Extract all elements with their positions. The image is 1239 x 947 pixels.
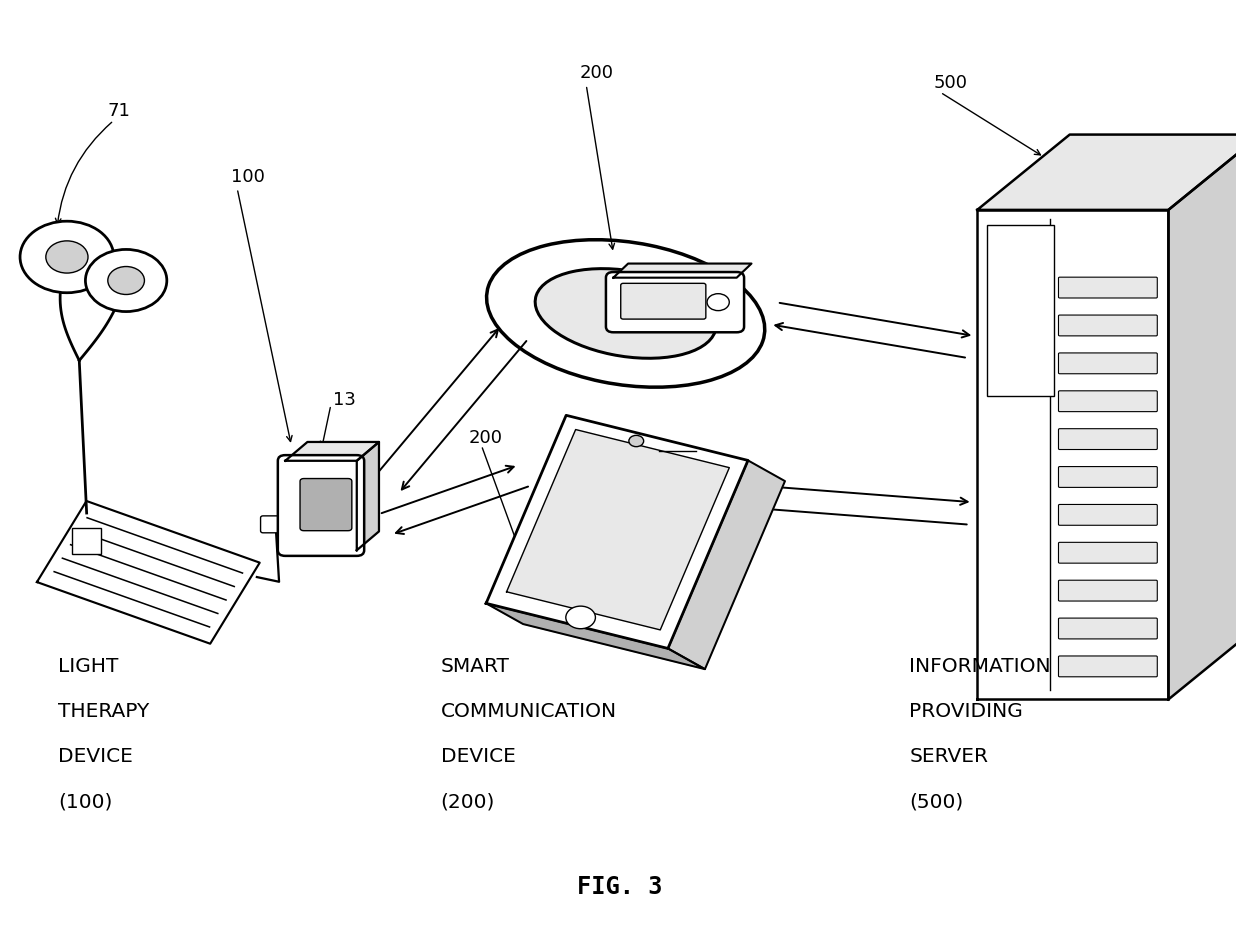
- Text: COMMUNICATION: COMMUNICATION: [441, 703, 617, 722]
- FancyBboxPatch shape: [1058, 315, 1157, 336]
- Circle shape: [108, 266, 145, 295]
- FancyBboxPatch shape: [1058, 429, 1157, 450]
- Polygon shape: [486, 416, 748, 649]
- FancyBboxPatch shape: [1058, 581, 1157, 601]
- Polygon shape: [357, 442, 379, 550]
- Text: 500: 500: [934, 74, 968, 92]
- Circle shape: [20, 222, 114, 293]
- FancyBboxPatch shape: [278, 456, 364, 556]
- Ellipse shape: [487, 240, 764, 387]
- Circle shape: [707, 294, 730, 311]
- FancyBboxPatch shape: [1058, 277, 1157, 298]
- Circle shape: [629, 436, 643, 447]
- Text: 71: 71: [108, 102, 130, 120]
- Polygon shape: [37, 501, 260, 644]
- Text: (200): (200): [441, 793, 496, 812]
- FancyBboxPatch shape: [1058, 618, 1157, 639]
- FancyBboxPatch shape: [621, 283, 706, 319]
- Text: FIG. 3: FIG. 3: [576, 875, 663, 899]
- Text: INFORMATION: INFORMATION: [909, 657, 1051, 676]
- Circle shape: [566, 606, 596, 629]
- Ellipse shape: [535, 269, 716, 358]
- Polygon shape: [668, 460, 786, 670]
- Text: 200: 200: [470, 429, 503, 447]
- FancyBboxPatch shape: [1058, 505, 1157, 526]
- Text: THERAPY: THERAPY: [58, 703, 150, 722]
- Text: 200: 200: [580, 64, 615, 82]
- FancyBboxPatch shape: [300, 478, 352, 530]
- Text: SERVER: SERVER: [909, 747, 989, 766]
- FancyBboxPatch shape: [1058, 467, 1157, 488]
- Text: DEVICE: DEVICE: [441, 747, 515, 766]
- FancyBboxPatch shape: [606, 272, 745, 332]
- Polygon shape: [507, 430, 730, 630]
- Polygon shape: [978, 134, 1239, 210]
- Text: 13: 13: [333, 391, 357, 409]
- Text: LIGHT: LIGHT: [58, 657, 119, 676]
- FancyBboxPatch shape: [72, 528, 102, 554]
- Polygon shape: [486, 603, 705, 670]
- FancyBboxPatch shape: [1058, 391, 1157, 412]
- FancyBboxPatch shape: [1058, 656, 1157, 677]
- Text: PROVIDING: PROVIDING: [909, 703, 1023, 722]
- FancyBboxPatch shape: [1058, 353, 1157, 374]
- Circle shape: [85, 249, 167, 312]
- Text: (100): (100): [58, 793, 113, 812]
- Text: DEVICE: DEVICE: [58, 747, 133, 766]
- Polygon shape: [978, 210, 1168, 700]
- Text: SMART: SMART: [441, 657, 509, 676]
- FancyBboxPatch shape: [260, 516, 285, 533]
- Text: (500): (500): [909, 793, 964, 812]
- FancyBboxPatch shape: [987, 224, 1054, 396]
- Circle shape: [46, 241, 88, 273]
- Polygon shape: [285, 442, 379, 461]
- FancyBboxPatch shape: [1058, 543, 1157, 563]
- Text: 100: 100: [230, 168, 265, 186]
- Polygon shape: [613, 263, 752, 277]
- Polygon shape: [1168, 134, 1239, 700]
